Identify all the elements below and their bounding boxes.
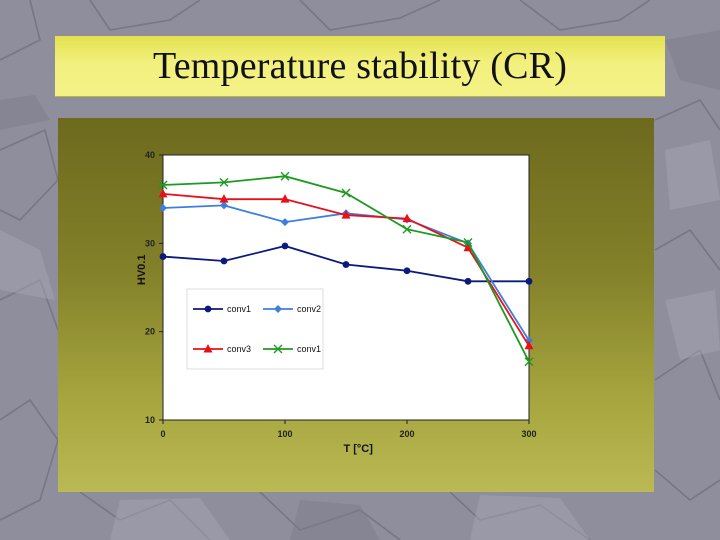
data-point — [524, 357, 534, 367]
data-point — [402, 213, 412, 223]
data-point — [525, 277, 533, 285]
x-tick-label: 200 — [399, 429, 414, 439]
legend-marker — [274, 305, 282, 313]
y-tick-label: 10 — [145, 415, 155, 425]
x-tick-label: 300 — [521, 429, 536, 439]
data-point — [158, 180, 168, 190]
data-point — [280, 194, 290, 203]
series-4-conv1 — [158, 171, 534, 367]
legend-marker — [204, 305, 212, 313]
data-point — [341, 210, 351, 219]
data-point — [463, 242, 473, 252]
data-point — [402, 224, 412, 234]
x-tick-label: 0 — [160, 429, 165, 439]
legend-marker — [203, 344, 213, 353]
data-point — [220, 201, 228, 210]
series-1-conv1 — [159, 242, 533, 285]
legend-marker — [273, 344, 283, 354]
y-axis-label: HV0.1 — [136, 255, 148, 286]
data-point — [158, 188, 168, 198]
data-point — [403, 267, 411, 275]
data-point — [159, 253, 167, 260]
legend-label: conv2 — [297, 304, 321, 314]
legend-label: conv1 — [297, 344, 321, 354]
data-point — [219, 194, 229, 203]
data-point — [219, 177, 229, 187]
series-3-conv3 — [158, 188, 534, 350]
data-point — [341, 188, 351, 198]
legend-box — [186, 288, 324, 370]
data-point — [464, 277, 472, 285]
title-band: Temperature stability (CR) — [55, 36, 665, 97]
data-point — [524, 340, 534, 350]
data-point — [463, 237, 473, 247]
chart-container: 10 20 30 40 0 100 200 300 T [°C] HV0.1 conv1 conv2 c… — [58, 118, 654, 492]
data-point — [159, 204, 167, 212]
data-point — [220, 257, 228, 265]
legend-label: conv3 — [227, 344, 251, 354]
data-point — [281, 218, 289, 227]
x-tick-label: 100 — [277, 429, 292, 439]
y-tick-label: 20 — [145, 327, 155, 337]
data-point — [281, 242, 289, 250]
legend-label: conv1 — [227, 304, 251, 314]
slide-title: Temperature stability (CR) — [152, 45, 568, 87]
data-point — [342, 261, 350, 268]
data-point — [280, 171, 290, 181]
y-tick-label: 40 — [145, 150, 155, 160]
legend: conv1 conv2 conv3 conv1 — [186, 288, 324, 370]
plot-area — [162, 154, 530, 421]
x-axis-label: T [°C] — [343, 443, 373, 455]
y-tick-label: 30 — [145, 238, 155, 248]
